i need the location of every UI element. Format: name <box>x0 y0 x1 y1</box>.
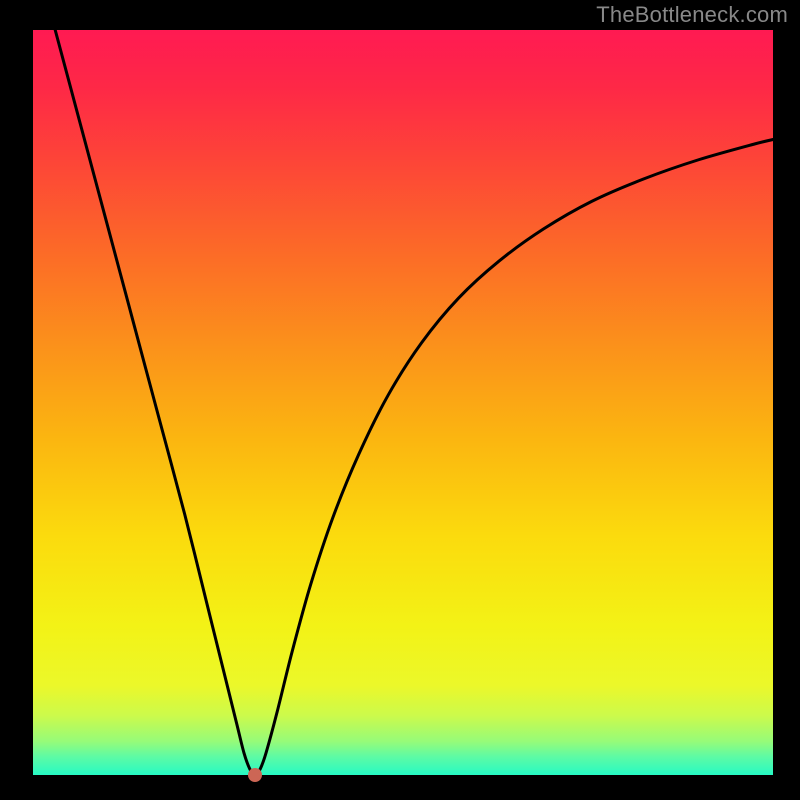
plot-area <box>33 30 773 775</box>
watermark-text: TheBottleneck.com <box>596 2 788 28</box>
optimal-point-marker <box>248 768 262 782</box>
plot-background <box>33 30 773 775</box>
chart-container: TheBottleneck.com <box>0 0 800 800</box>
curve-svg <box>33 30 773 775</box>
